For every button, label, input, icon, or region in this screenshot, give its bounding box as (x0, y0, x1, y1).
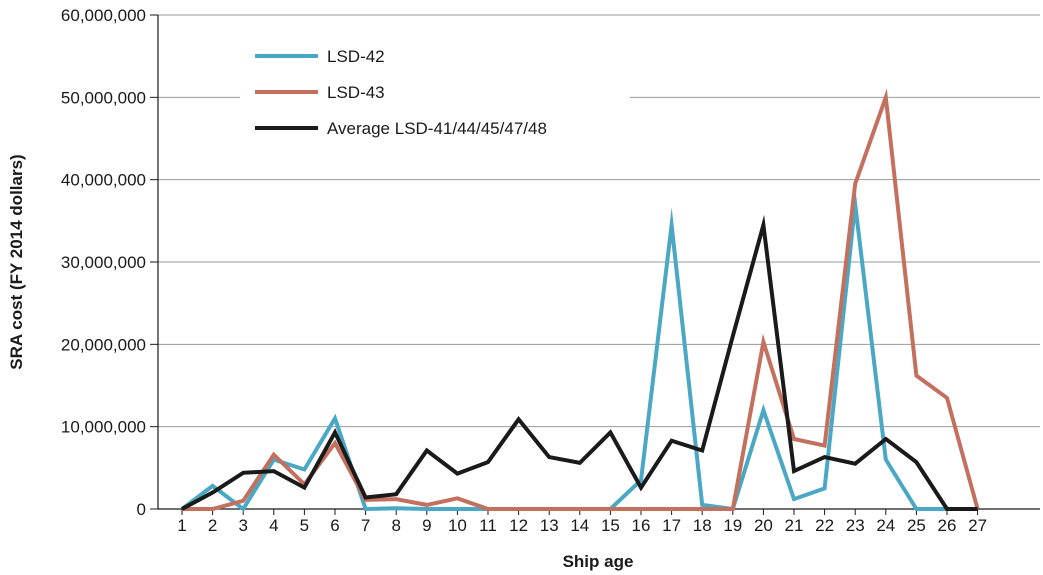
legend-label: Average LSD-41/44/45/47/48 (327, 119, 547, 138)
y-tick-label: 0 (137, 500, 146, 519)
x-tick-label: 22 (815, 516, 834, 535)
x-tick-label: 11 (479, 516, 497, 535)
x-tick-label: 23 (846, 516, 865, 535)
series-line (181, 214, 978, 511)
x-tick-label: 2 (208, 516, 217, 535)
x-axis-title: Ship age (563, 552, 634, 571)
x-tick-label: 3 (238, 516, 247, 535)
legend-label: LSD-43 (327, 83, 385, 102)
x-tick-label: 13 (540, 516, 559, 535)
y-tick-label: 50,000,000 (61, 88, 146, 107)
x-tick-label: 18 (693, 516, 712, 535)
x-tick-label: 16 (632, 516, 651, 535)
x-tick-label: 4 (269, 516, 278, 535)
y-tick-label: 30,000,000 (61, 253, 146, 272)
series-lines (180, 88, 980, 512)
y-tick-labels: 0 10,000,000 20,000,000 30,000,000 40,000,00… (61, 6, 146, 519)
x-tick-label: 17 (662, 516, 681, 535)
x-tick-label: 15 (601, 516, 620, 535)
x-tick-label: 20 (754, 516, 773, 535)
x-tick-label: 26 (938, 516, 957, 535)
x-tick-label: 14 (570, 516, 589, 535)
x-tick-labels: 1 2 3 4 5 6 7 8 9 10 11 12 13 14 15 16 17 18 19 20 21 22 23 24 2… (177, 516, 987, 535)
x-tick-label: 7 (361, 516, 370, 535)
x-tick-label: 10 (448, 516, 467, 535)
y-tick-label: 20,000,000 (61, 335, 146, 354)
x-tick-label: 6 (330, 516, 339, 535)
x-tick-label: 8 (391, 516, 400, 535)
x-tick-label: 25 (907, 516, 926, 535)
x-tick-label: 24 (876, 516, 895, 535)
x-tick-label: 12 (509, 516, 528, 535)
x-tick-label: 9 (422, 516, 431, 535)
x-tick-label: 19 (723, 516, 742, 535)
y-axis-title: SRA cost (FY 2014 dollars) (7, 154, 26, 369)
legend-label: LSD-42 (327, 47, 385, 66)
x-tick-label: 21 (785, 516, 804, 535)
x-tick-label: 1 (177, 516, 186, 535)
y-tick-label: 40,000,000 (61, 171, 146, 190)
legend: LSD-42 LSD-43 Average LSD-41/44/45/47/48 (240, 40, 630, 140)
y-tick-label: 10,000,000 (61, 418, 146, 437)
x-tick-label: 5 (300, 516, 309, 535)
y-tick-label: 60,000,000 (61, 6, 146, 25)
x-tick-label: 27 (968, 516, 987, 535)
series-line (182, 88, 980, 511)
